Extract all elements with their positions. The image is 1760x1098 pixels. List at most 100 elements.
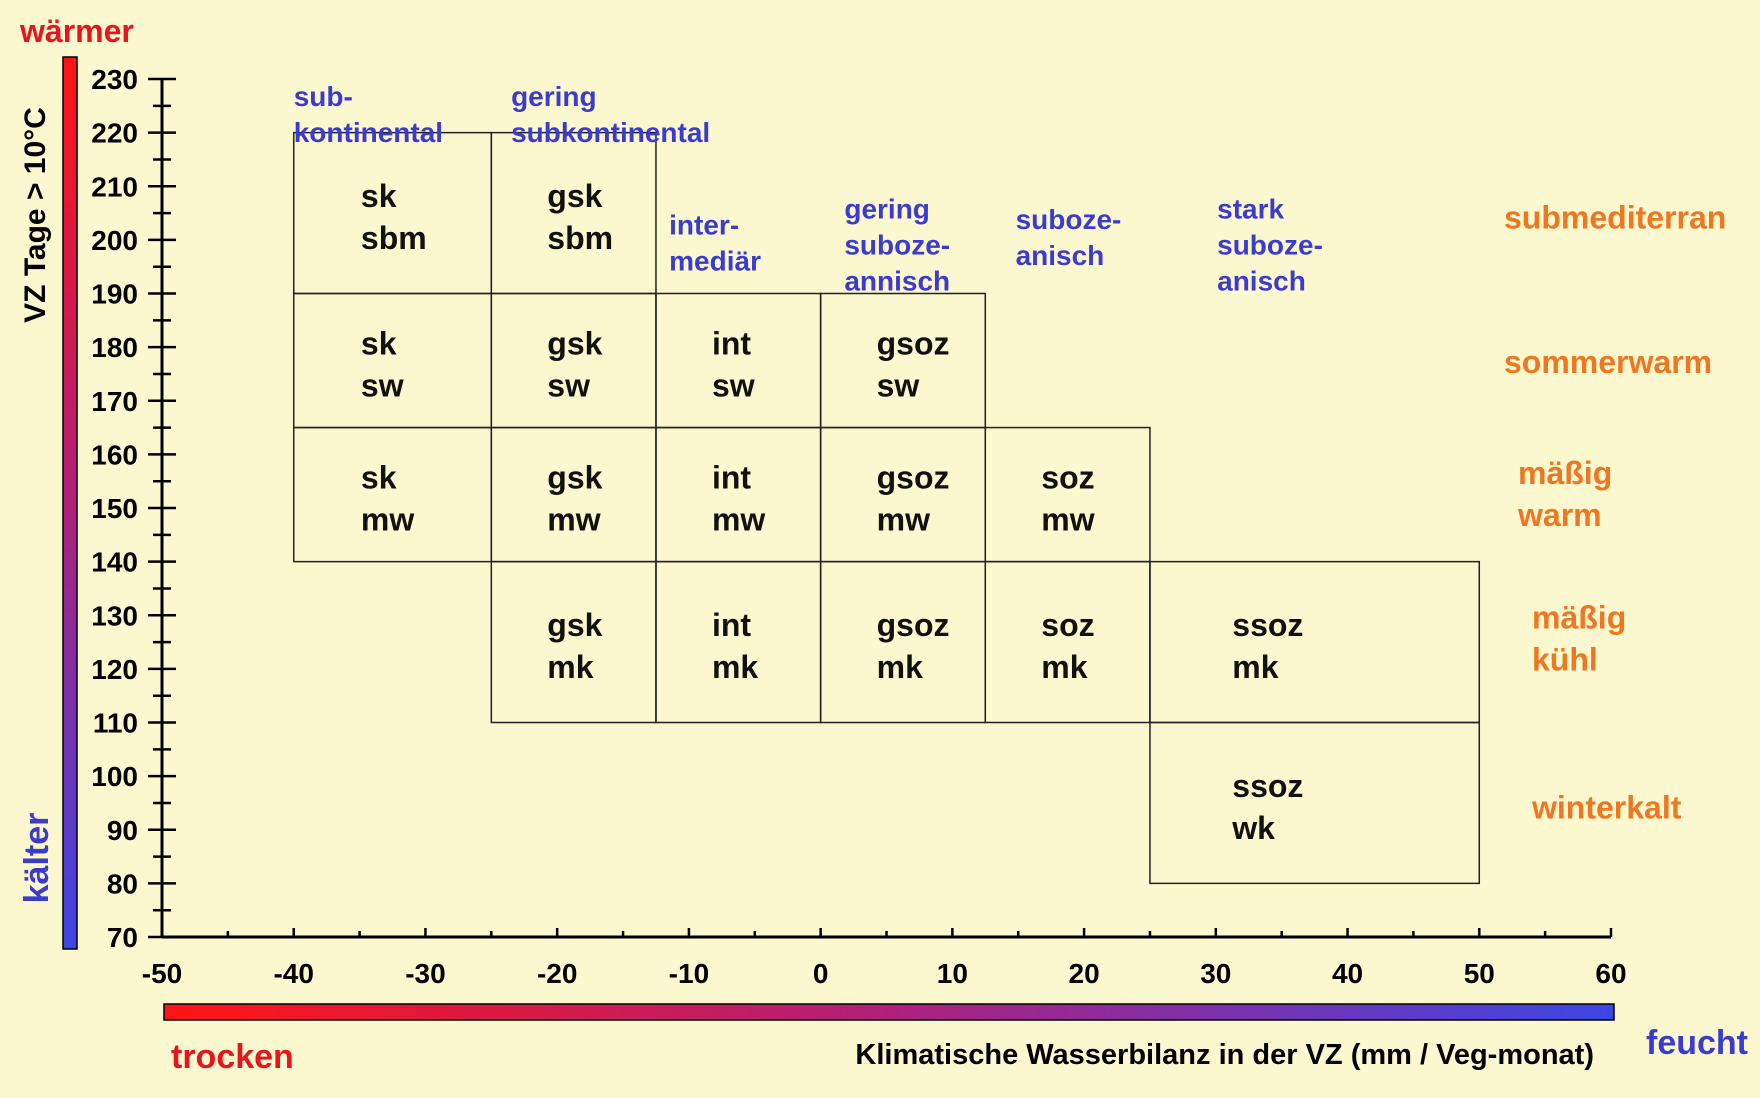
y-axis-title: VZ Tage > 10°C: [19, 107, 52, 323]
x-tick-label: -30: [405, 958, 445, 989]
column-label-line: anisch: [1217, 265, 1306, 296]
zone-cell-label-line: mk: [877, 649, 923, 685]
y-tick-label: 110: [93, 708, 138, 739]
column-label-line: anisch: [1016, 240, 1105, 271]
row-label: winterkalt: [1531, 789, 1682, 825]
y-tick-label: 180: [91, 332, 138, 363]
x-gradient-bar: [163, 1003, 1615, 1021]
zone-cell-label: sk mw: [361, 460, 414, 538]
zone-cell-label-line: sw: [361, 368, 404, 404]
zone-cell-label: sk sw: [361, 326, 404, 404]
y-end-label-top: wärmer: [19, 13, 134, 49]
zone-cell-label-line: gsoz: [877, 326, 950, 362]
row-label-line: submediterran: [1504, 199, 1726, 235]
zone-cell-label: gsk sbm: [547, 178, 613, 256]
zone-cell-label-line: gsk: [547, 607, 602, 643]
column-label-line: suboze-: [1016, 204, 1122, 235]
column-label-line: inter-: [669, 210, 739, 241]
zone-cell-label: sk sbm: [361, 178, 427, 256]
y-tick-label: 210: [91, 171, 138, 202]
zone-cell-label: soz mw: [1041, 460, 1094, 538]
zone-cell-label-line: sw: [547, 368, 590, 404]
zone-cell-label-line: mw: [712, 502, 765, 538]
zone-cell-label-line: mw: [1041, 502, 1094, 538]
zone-cell-label: gsk sw: [547, 326, 602, 404]
zone-cell-label-line: gsk: [547, 326, 602, 362]
x-tick-label: 40: [1332, 958, 1363, 989]
column-label: gering subkontinental: [511, 81, 710, 148]
zone-cell-label-line: ssoz: [1232, 607, 1303, 643]
row-label: sommerwarm: [1504, 344, 1712, 380]
zone-cell-label-line: int: [712, 607, 751, 643]
zone-cell-label-line: mw: [547, 502, 600, 538]
row-label: submediterran: [1504, 199, 1726, 235]
zone-cell-label: gsoz mw: [877, 460, 950, 538]
column-label-line: sub-: [294, 81, 353, 112]
x-tick-label: -20: [537, 958, 577, 989]
y-tick-label: 190: [91, 279, 138, 310]
y-tick-label: 80: [107, 868, 138, 899]
y-tick-label: 70: [107, 922, 138, 953]
zone-cell-label-line: sbm: [547, 220, 613, 256]
y-tick-label: 100: [91, 761, 138, 792]
row-label: mäßig kühl: [1532, 600, 1626, 678]
column-label: gering suboze-annisch: [844, 193, 950, 296]
y-tick-label: 140: [91, 547, 138, 578]
zone-cell-label-line: mk: [1041, 649, 1087, 685]
x-tick-label: 20: [1069, 958, 1100, 989]
zone-cell-label: gsk mw: [547, 460, 602, 538]
column-label-line: gering: [511, 81, 597, 112]
column-labels: sub-kontinental gering subkontinental inter…: [294, 81, 1323, 297]
zone-cell-label-line: sw: [712, 368, 755, 404]
y-tick-label: 170: [91, 386, 138, 417]
y-end-label-bottom: kälter: [18, 813, 56, 904]
row-label-line: warm: [1517, 497, 1602, 533]
y-tick-label: 150: [91, 493, 138, 524]
zone-cell-label-line: sbm: [361, 220, 427, 256]
x-tick-label: 10: [937, 958, 968, 989]
column-label: inter-mediär: [669, 210, 761, 277]
y-tick-label: 130: [91, 600, 138, 631]
column-label: suboze-anisch: [1016, 204, 1122, 271]
row-labels: submediterran sommerwarm mäßig warm mäßig küh…: [1504, 199, 1726, 825]
zone-cell-label: int mk: [712, 607, 758, 685]
column-label-line: subkontinental: [511, 117, 710, 148]
row-label-line: mäßig: [1532, 600, 1626, 636]
x-end-label-right: feucht: [1646, 1024, 1748, 1062]
column-label-line: stark: [1217, 193, 1284, 224]
zone-cell-label: ssoz wk: [1231, 768, 1303, 846]
zone-cell-label-line: mk: [547, 649, 593, 685]
zone-cell: [1149, 560, 1481, 724]
zone-cell-label-line: int: [712, 460, 751, 496]
row-label-line: mäßig: [1518, 455, 1612, 491]
y-tick-label: 160: [91, 439, 138, 470]
x-tick-label: -40: [273, 958, 313, 989]
zone-cell-label: gsk mk: [547, 607, 602, 685]
x-tick-label: 30: [1200, 958, 1231, 989]
zone-cell-label: int sw: [712, 326, 755, 404]
zone-cell-label-line: ssoz: [1232, 768, 1303, 804]
column-label: sub-kontinental: [294, 81, 443, 148]
y-tick-label: 220: [91, 118, 138, 149]
y-tick-label: 230: [91, 64, 138, 95]
zone-cell-label-line: sk: [361, 460, 397, 496]
y-axis: 70 80 90 100 110 120 130 140 150 160 170 180 190 200 2…: [91, 64, 176, 953]
zone-cell-label-line: sk: [361, 178, 397, 214]
zone-cell-label-line: gsk: [547, 460, 602, 496]
x-axis-title: Klimatische Wasserbilanz in der VZ (mm /…: [855, 1039, 1594, 1071]
y-tick-label: 120: [91, 654, 138, 685]
zone-cell-label-line: int: [712, 326, 751, 362]
column-label-line: suboze-: [844, 229, 950, 260]
zone-cell-label-line: soz: [1041, 607, 1094, 643]
zone-cell-label-line: mk: [712, 649, 758, 685]
x-tick-label: 0: [813, 958, 829, 989]
zone-cells: sk sbm gsk sbm sk sw gsk sw int sw gsoz sw sk mw gsk mw…: [292, 131, 1481, 885]
zone-cell-label-line: soz: [1041, 460, 1094, 496]
zone-cell: [1149, 721, 1481, 885]
zone-cell-label-line: sw: [877, 368, 920, 404]
zone-cell-label: soz mk: [1041, 607, 1094, 685]
y-tick-label: 200: [91, 225, 138, 256]
zone-cell-label-line: gsk: [547, 178, 602, 214]
zone-cell-label-line: gsoz: [877, 607, 950, 643]
